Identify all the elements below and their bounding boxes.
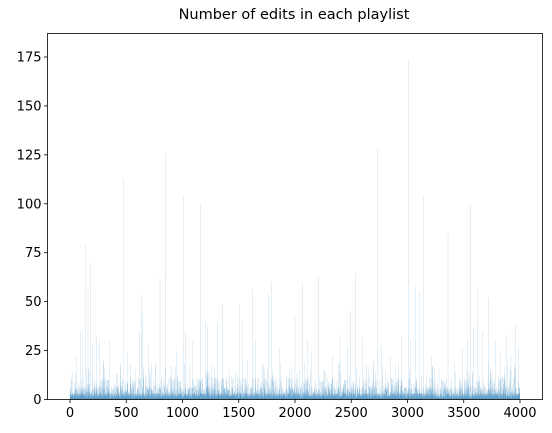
x-tick-label: 1000 [166, 406, 199, 421]
x-tick-label: 4000 [503, 406, 536, 421]
plot-frame [47, 33, 543, 400]
y-tick-label: 25 [25, 344, 42, 359]
x-tick-label: 2500 [335, 406, 368, 421]
y-axis: 0 25 50 75 100 125 150 175 [17, 50, 48, 408]
x-tick-label: 3500 [447, 406, 480, 421]
x-tick-label: 1500 [222, 406, 255, 421]
x-tick-label: 0 [66, 406, 74, 421]
x-tick-label: 500 [114, 406, 139, 421]
y-tick-label: 75 [25, 246, 42, 261]
chart-title: Number of edits in each playlist [179, 7, 410, 23]
y-tick-label: 0 [33, 393, 41, 408]
y-tick-label: 175 [17, 50, 42, 65]
x-tick-label: 2000 [278, 406, 311, 421]
y-tick-label: 100 [17, 197, 42, 212]
bars-group [69, 58, 520, 400]
y-tick-label: 125 [17, 148, 42, 163]
x-axis: 0 500 1000 1500 2000 2500 3000 3500 4000 [66, 399, 537, 421]
x-tick-label: 3000 [391, 406, 424, 421]
y-tick-label: 50 [25, 295, 42, 310]
y-tick-label: 150 [17, 99, 42, 114]
